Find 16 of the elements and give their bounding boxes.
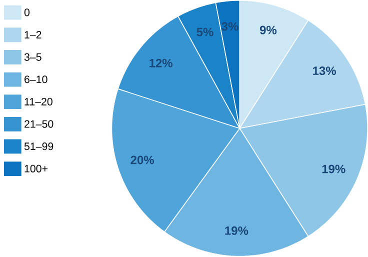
- legend-label: 100+: [24, 164, 48, 173]
- data-label: 5%: [196, 28, 214, 36]
- legend-label: 3–5: [24, 53, 42, 61]
- data-label: 3%: [222, 22, 238, 31]
- legend-label: 6–10: [24, 76, 48, 84]
- legend-label: 21–50: [24, 120, 54, 128]
- data-label: 13%: [313, 66, 336, 76]
- legend-label: 11–20: [24, 98, 52, 106]
- legend-label: 1–2: [24, 31, 42, 39]
- data-label: 19%: [225, 226, 248, 236]
- legend-label: 0: [24, 8, 30, 16]
- legend-label: 51–99: [24, 142, 54, 150]
- data-label: 12%: [150, 59, 172, 68]
- data-label: 19%: [322, 164, 346, 174]
- data-label: 20%: [130, 156, 154, 164]
- data-label: 9%: [260, 26, 277, 34]
